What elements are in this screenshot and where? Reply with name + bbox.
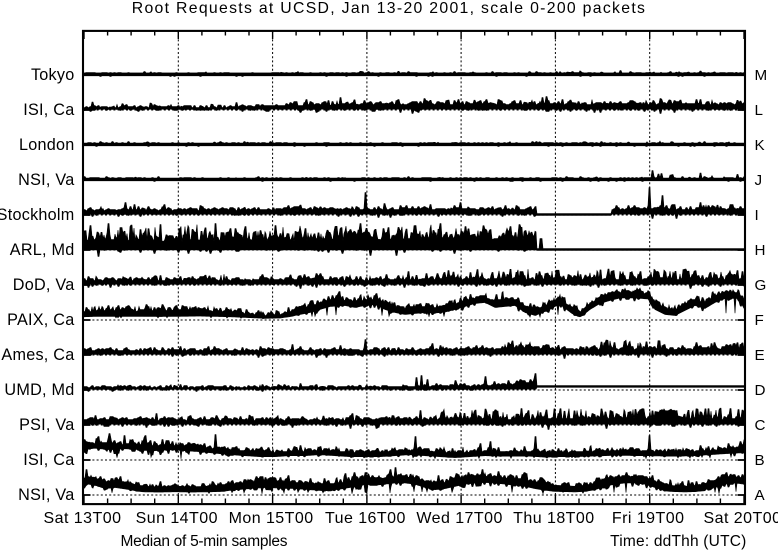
svg-text:ISI, Ca: ISI, Ca	[23, 101, 74, 119]
svg-text:ARL, Md: ARL, Md	[10, 241, 75, 259]
svg-text:C: C	[755, 417, 766, 434]
svg-text:Wed 17T00: Wed 17T00	[416, 510, 502, 527]
svg-text:NSI, Va: NSI, Va	[18, 171, 74, 189]
svg-text:Sat 20T00: Sat 20T00	[704, 510, 778, 527]
svg-text:DoD, Va: DoD, Va	[13, 276, 75, 294]
svg-text:UMD, Md: UMD, Md	[4, 381, 74, 399]
svg-text:Thu 18T00: Thu 18T00	[513, 510, 594, 527]
svg-text:Mon 15T00: Mon 15T00	[229, 510, 314, 527]
svg-text:ISI, Ca: ISI, Ca	[23, 451, 74, 469]
svg-text:Median of 5-min samples: Median of 5-min samples	[121, 533, 288, 550]
svg-text:F: F	[755, 312, 764, 329]
svg-text:NSI, Va: NSI, Va	[18, 486, 74, 504]
svg-text:Sat 13T00: Sat 13T00	[44, 510, 122, 527]
svg-text:Tokyo: Tokyo	[31, 66, 75, 84]
svg-text:H: H	[755, 242, 766, 259]
svg-text:E: E	[755, 347, 765, 364]
svg-text:Root Requests at UCSD, Jan 13-: Root Requests at UCSD, Jan 13-20 2001, s…	[132, 0, 646, 17]
svg-text:Fri 19T00: Fri 19T00	[612, 510, 685, 527]
svg-text:A: A	[755, 487, 766, 504]
svg-text:K: K	[755, 137, 765, 154]
svg-text:Tue 16T00: Tue 16T00	[325, 510, 406, 527]
svg-text:D: D	[755, 382, 766, 399]
svg-text:PAIX, Ca: PAIX, Ca	[7, 311, 74, 329]
svg-text:London: London	[19, 136, 75, 154]
svg-text:B: B	[755, 452, 765, 469]
svg-text:I: I	[755, 207, 759, 224]
svg-text:Sun 14T00: Sun 14T00	[136, 510, 218, 527]
svg-text:L: L	[755, 102, 763, 119]
svg-text:Ames, Ca: Ames, Ca	[1, 346, 74, 364]
svg-text:Stockholm: Stockholm	[0, 206, 75, 224]
svg-text:J: J	[755, 172, 763, 189]
svg-text:Time: ddThh (UTC): Time: ddThh (UTC)	[610, 533, 746, 550]
svg-text:G: G	[755, 277, 767, 294]
svg-text:PSI, Va: PSI, Va	[19, 416, 74, 434]
svg-text:M: M	[755, 67, 768, 84]
